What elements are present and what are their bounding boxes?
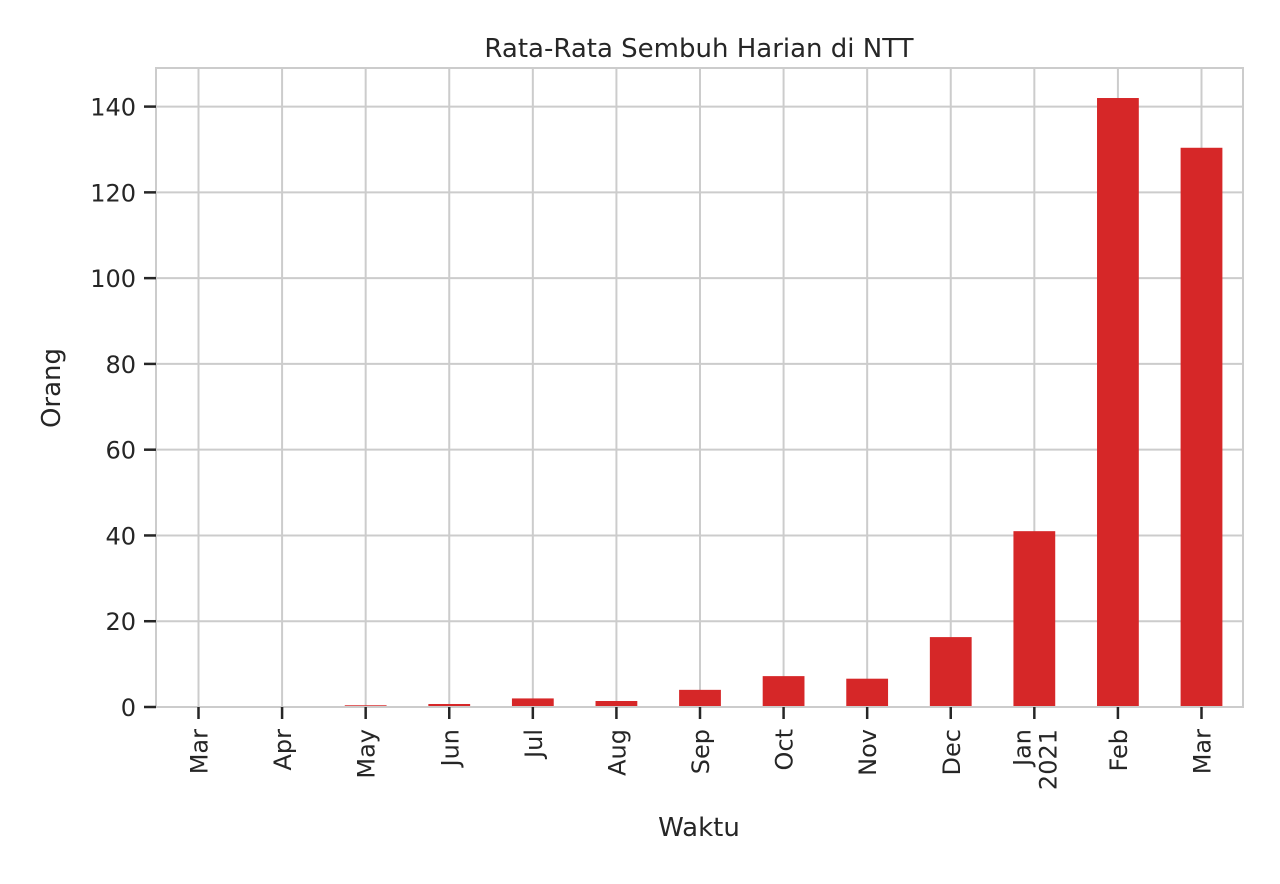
y-tick-label: 0 (121, 694, 136, 722)
y-tick-label: 140 (90, 94, 136, 122)
x-axis-label: Waktu (658, 813, 740, 843)
bar (595, 700, 638, 707)
bar (511, 698, 554, 707)
y-axis-ticks: 0 20 40 60 80 100 120 140 (90, 94, 156, 722)
x-tick-label: Nov (854, 729, 882, 776)
bar (1180, 147, 1223, 707)
bar (762, 676, 805, 707)
chart-title: Rata-Rata Sembuh Harian di NTT (484, 34, 913, 64)
bar (846, 678, 889, 707)
x-tick-label: Feb (1105, 729, 1133, 772)
bar (1013, 531, 1056, 707)
y-tick-label: 80 (105, 351, 136, 379)
y-tick-label: 40 (105, 522, 136, 550)
grid-lines (156, 68, 1243, 708)
x-tick-label: Jun (436, 729, 464, 769)
bar (929, 637, 972, 707)
bars (344, 98, 1223, 707)
y-tick-label: 120 (90, 179, 136, 207)
y-tick-label: 20 (105, 608, 136, 636)
x-tick-label: Sep (687, 729, 715, 774)
x-tick-label: Jan (1008, 729, 1036, 768)
x-tick-label: 2021 (1034, 729, 1062, 790)
x-tick-label: Apr (269, 729, 297, 771)
x-tick-label: Dec (938, 729, 966, 775)
y-tick-label: 60 (105, 437, 136, 465)
bar (428, 703, 471, 707)
bar (1097, 98, 1139, 707)
x-tick-label: Aug (603, 729, 631, 776)
x-tick-label: May (353, 729, 381, 779)
x-tick-label: Mar (186, 729, 214, 774)
y-axis-label: Orang (37, 348, 67, 428)
y-tick-label: 100 (90, 265, 136, 293)
x-tick-label: Mar (1189, 729, 1217, 774)
bar (679, 689, 721, 707)
x-tick-label: Oct (771, 729, 799, 771)
x-tick-label: Jul (520, 729, 548, 760)
